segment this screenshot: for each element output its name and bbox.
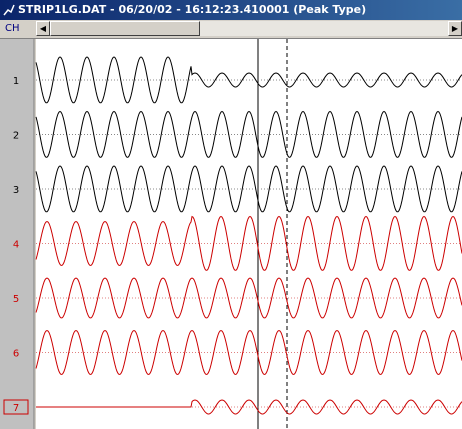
selected-channel-box — [3, 399, 29, 415]
app-icon — [3, 4, 15, 16]
scroll-thumb[interactable] — [50, 21, 200, 36]
channel-label: 1 — [13, 76, 19, 87]
scroll-right[interactable]: ▶ — [448, 21, 462, 36]
channel-label: 3 — [13, 185, 19, 196]
channel-column — [0, 39, 34, 429]
waveform — [35, 56, 462, 104]
channel-label: 5 — [13, 294, 19, 305]
waveform — [36, 399, 462, 415]
strip-chart: 1 2 3 4 5 6 7 — [0, 39, 462, 429]
channel-label: 2 — [13, 131, 19, 142]
waveform — [35, 215, 462, 271]
waveform — [35, 329, 462, 375]
waveform — [35, 110, 462, 158]
plot-area — [36, 39, 462, 429]
channel-button[interactable]: CH — [5, 23, 20, 34]
waveform — [35, 277, 462, 319]
waveform — [35, 165, 462, 213]
title-bar: STRIP1LG.DAT - 06/20/02 - 16:12:23.41000… — [0, 0, 462, 20]
channel-label: 7 — [13, 403, 19, 414]
scroll-left[interactable]: ◀ — [36, 21, 50, 36]
toolbar: CH ◀ ▶ — [0, 20, 462, 39]
channel-label: 4 — [13, 240, 19, 251]
window-title: STRIP1LG.DAT - 06/20/02 - 16:12:23.41000… — [18, 3, 367, 16]
scrollbar[interactable]: ◀ ▶ — [36, 21, 462, 36]
channel-label: 6 — [13, 349, 19, 360]
